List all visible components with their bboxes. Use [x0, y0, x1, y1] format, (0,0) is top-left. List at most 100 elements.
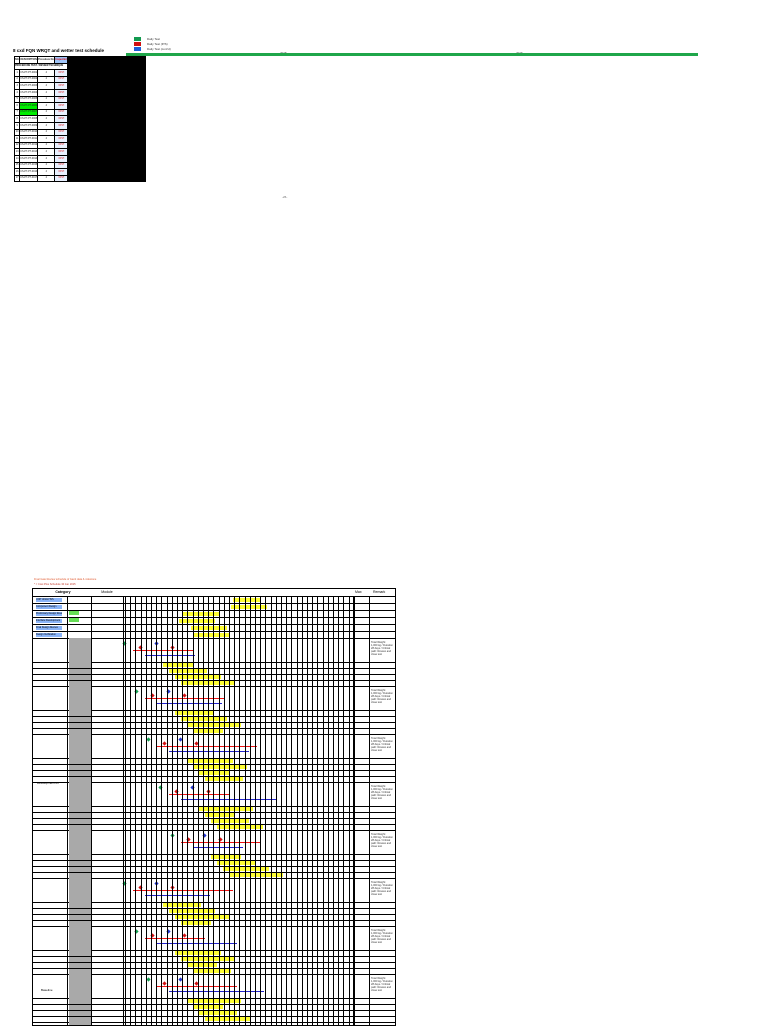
row-description: CS-PT-PT-0012	[19, 141, 39, 150]
gantt-column-divider	[353, 596, 354, 1025]
gantt-day-line	[130, 596, 132, 1025]
schedule-row: 16 CS-PT-PT-0016 4 FP-H	[13, 168, 147, 176]
row-procedure: 4	[37, 148, 56, 156]
gantt-day-line	[145, 596, 147, 1025]
gantt-day-line	[322, 596, 324, 1025]
gantt-header-remark: Remark	[373, 590, 386, 594]
gantt-day-line	[166, 596, 168, 1025]
row-procedure: 4	[37, 121, 56, 130]
gantt-day-line	[187, 596, 189, 1025]
gantt-top-row-label: Preliminary Design Review	[36, 612, 62, 616]
gantt-bar	[205, 813, 235, 817]
row-description: CS-PT-PT-0001	[19, 69, 39, 77]
gantt-blue-line	[145, 655, 195, 656]
day-cell	[144, 62, 147, 71]
row-description: CS-PT-PT-0005	[19, 95, 39, 104]
day-cell	[144, 168, 147, 176]
gantt-bar	[181, 957, 235, 961]
legend-item: Daily Test	[134, 36, 171, 41]
day-cell	[144, 69, 147, 77]
timeline-green-bar	[126, 53, 698, 56]
gantt-day-line	[353, 596, 355, 1025]
gantt-bar	[193, 1005, 223, 1009]
gantt-bar	[183, 611, 219, 616]
row-number: 17	[13, 174, 21, 183]
day-header-cell	[144, 56, 147, 64]
gantt-day-line	[286, 596, 288, 1025]
row-description: CS-PT-PT-0014	[19, 154, 39, 163]
schedule-row: 10 CS-PT-PT-0010 4 FP-H	[13, 128, 147, 137]
day-cell	[144, 102, 147, 110]
row-inspection: FP-H	[54, 141, 69, 150]
gantt-bar	[187, 963, 217, 967]
row-inspection: FP-H	[54, 135, 69, 143]
gantt-note-2: * = Cost Plus Schedule 30 Jan 2015	[34, 583, 76, 586]
day-cell	[144, 135, 147, 143]
gantt-day-line	[343, 596, 345, 1025]
gantt-column-divider	[369, 596, 370, 1025]
gantt-top-row-label: Component Design	[36, 605, 62, 609]
gantt-day-line	[140, 596, 142, 1025]
row-procedure: 4	[37, 115, 56, 123]
gantt-module-cell	[69, 1022, 91, 1025]
schedule-row: 15 CS-PT-PT-0015 4 FP-H	[13, 161, 147, 170]
day-cell	[144, 174, 147, 183]
gantt-day-line	[249, 596, 251, 1025]
gantt-top-row-label: Interface Development	[36, 619, 62, 623]
gantt-day-line	[307, 596, 308, 1025]
gantt-bar	[163, 663, 193, 667]
gantt-bar	[199, 807, 253, 811]
gantt-day-line	[203, 596, 204, 1025]
row-procedure: 4	[37, 161, 56, 170]
gantt-day-line	[218, 596, 220, 1025]
row-procedure: 4	[37, 75, 56, 84]
gantt-day-line	[151, 596, 152, 1025]
gantt-day-line	[327, 596, 329, 1025]
gantt-day-line	[177, 596, 178, 1025]
gantt-bar	[169, 909, 215, 913]
day-cell	[144, 161, 147, 170]
row-procedure: 4	[37, 88, 56, 97]
gantt-bar	[211, 855, 241, 859]
gantt-bar	[211, 819, 249, 823]
row-inspection: FP-H	[54, 69, 69, 77]
gantt-bar	[199, 1011, 237, 1015]
schedule-row: 2 CS-PT-PT-0002 4 FP-H	[13, 75, 147, 84]
schedule-row: 17 CS-PT-PT-0017 4 FP-H	[13, 174, 147, 183]
row-inspection: FP-H	[54, 174, 69, 183]
gantt-blue-line	[157, 943, 237, 944]
sheet-title: 8 cxd FQN WRQT and wetter test schedule	[13, 48, 105, 53]
schedule-row: 7 CS-PT-PT-0007 4 FP-H	[13, 108, 147, 117]
row-description: CS-PT-PT-0004	[19, 88, 39, 97]
day-cell	[144, 88, 147, 97]
legend-swatch	[134, 36, 141, 41]
gantt-bar	[193, 632, 229, 637]
row-description: CS-PT-PT-0007	[19, 108, 39, 117]
gantt-red-line	[181, 842, 261, 843]
gantt-bar	[223, 867, 269, 871]
day-cell	[144, 154, 147, 163]
gantt-bar	[181, 717, 227, 721]
schedule-table: NO. DESCRIPTION Procedure No. Inspection PRO…	[13, 56, 147, 183]
schedule-header-procedure: Procedure No.	[37, 56, 56, 64]
gantt-day-line	[255, 596, 256, 1025]
gantt-day-line	[135, 596, 137, 1025]
schedule-row: 6 CS-PT-PT-0006 4 FP-H	[13, 102, 147, 110]
gantt-day-line	[301, 596, 303, 1025]
gantt-day-line	[270, 596, 272, 1025]
gantt-day-line	[125, 596, 126, 1025]
schedule-row: 14 CS-PT-PT-0014 4 FP-H	[13, 154, 147, 163]
row-description: CS-PT-PT-0006	[19, 102, 39, 110]
legend-item: Daily Test (cont'd)	[134, 46, 171, 51]
gantt-header-max: Max	[355, 590, 362, 594]
gantt-day-line	[239, 596, 241, 1025]
row-description: CS-PT-PT-0009	[19, 121, 39, 130]
gantt-day-line	[296, 596, 298, 1025]
gantt-day-line	[312, 596, 314, 1025]
row-description: CS-PT-PT-0008	[19, 115, 39, 123]
gantt-column-divider	[91, 596, 92, 1025]
row-procedure: 4	[37, 108, 56, 117]
row-inspection: FP-H	[54, 82, 69, 90]
gantt-day-line	[275, 596, 277, 1025]
gantt-red-line	[145, 938, 205, 939]
